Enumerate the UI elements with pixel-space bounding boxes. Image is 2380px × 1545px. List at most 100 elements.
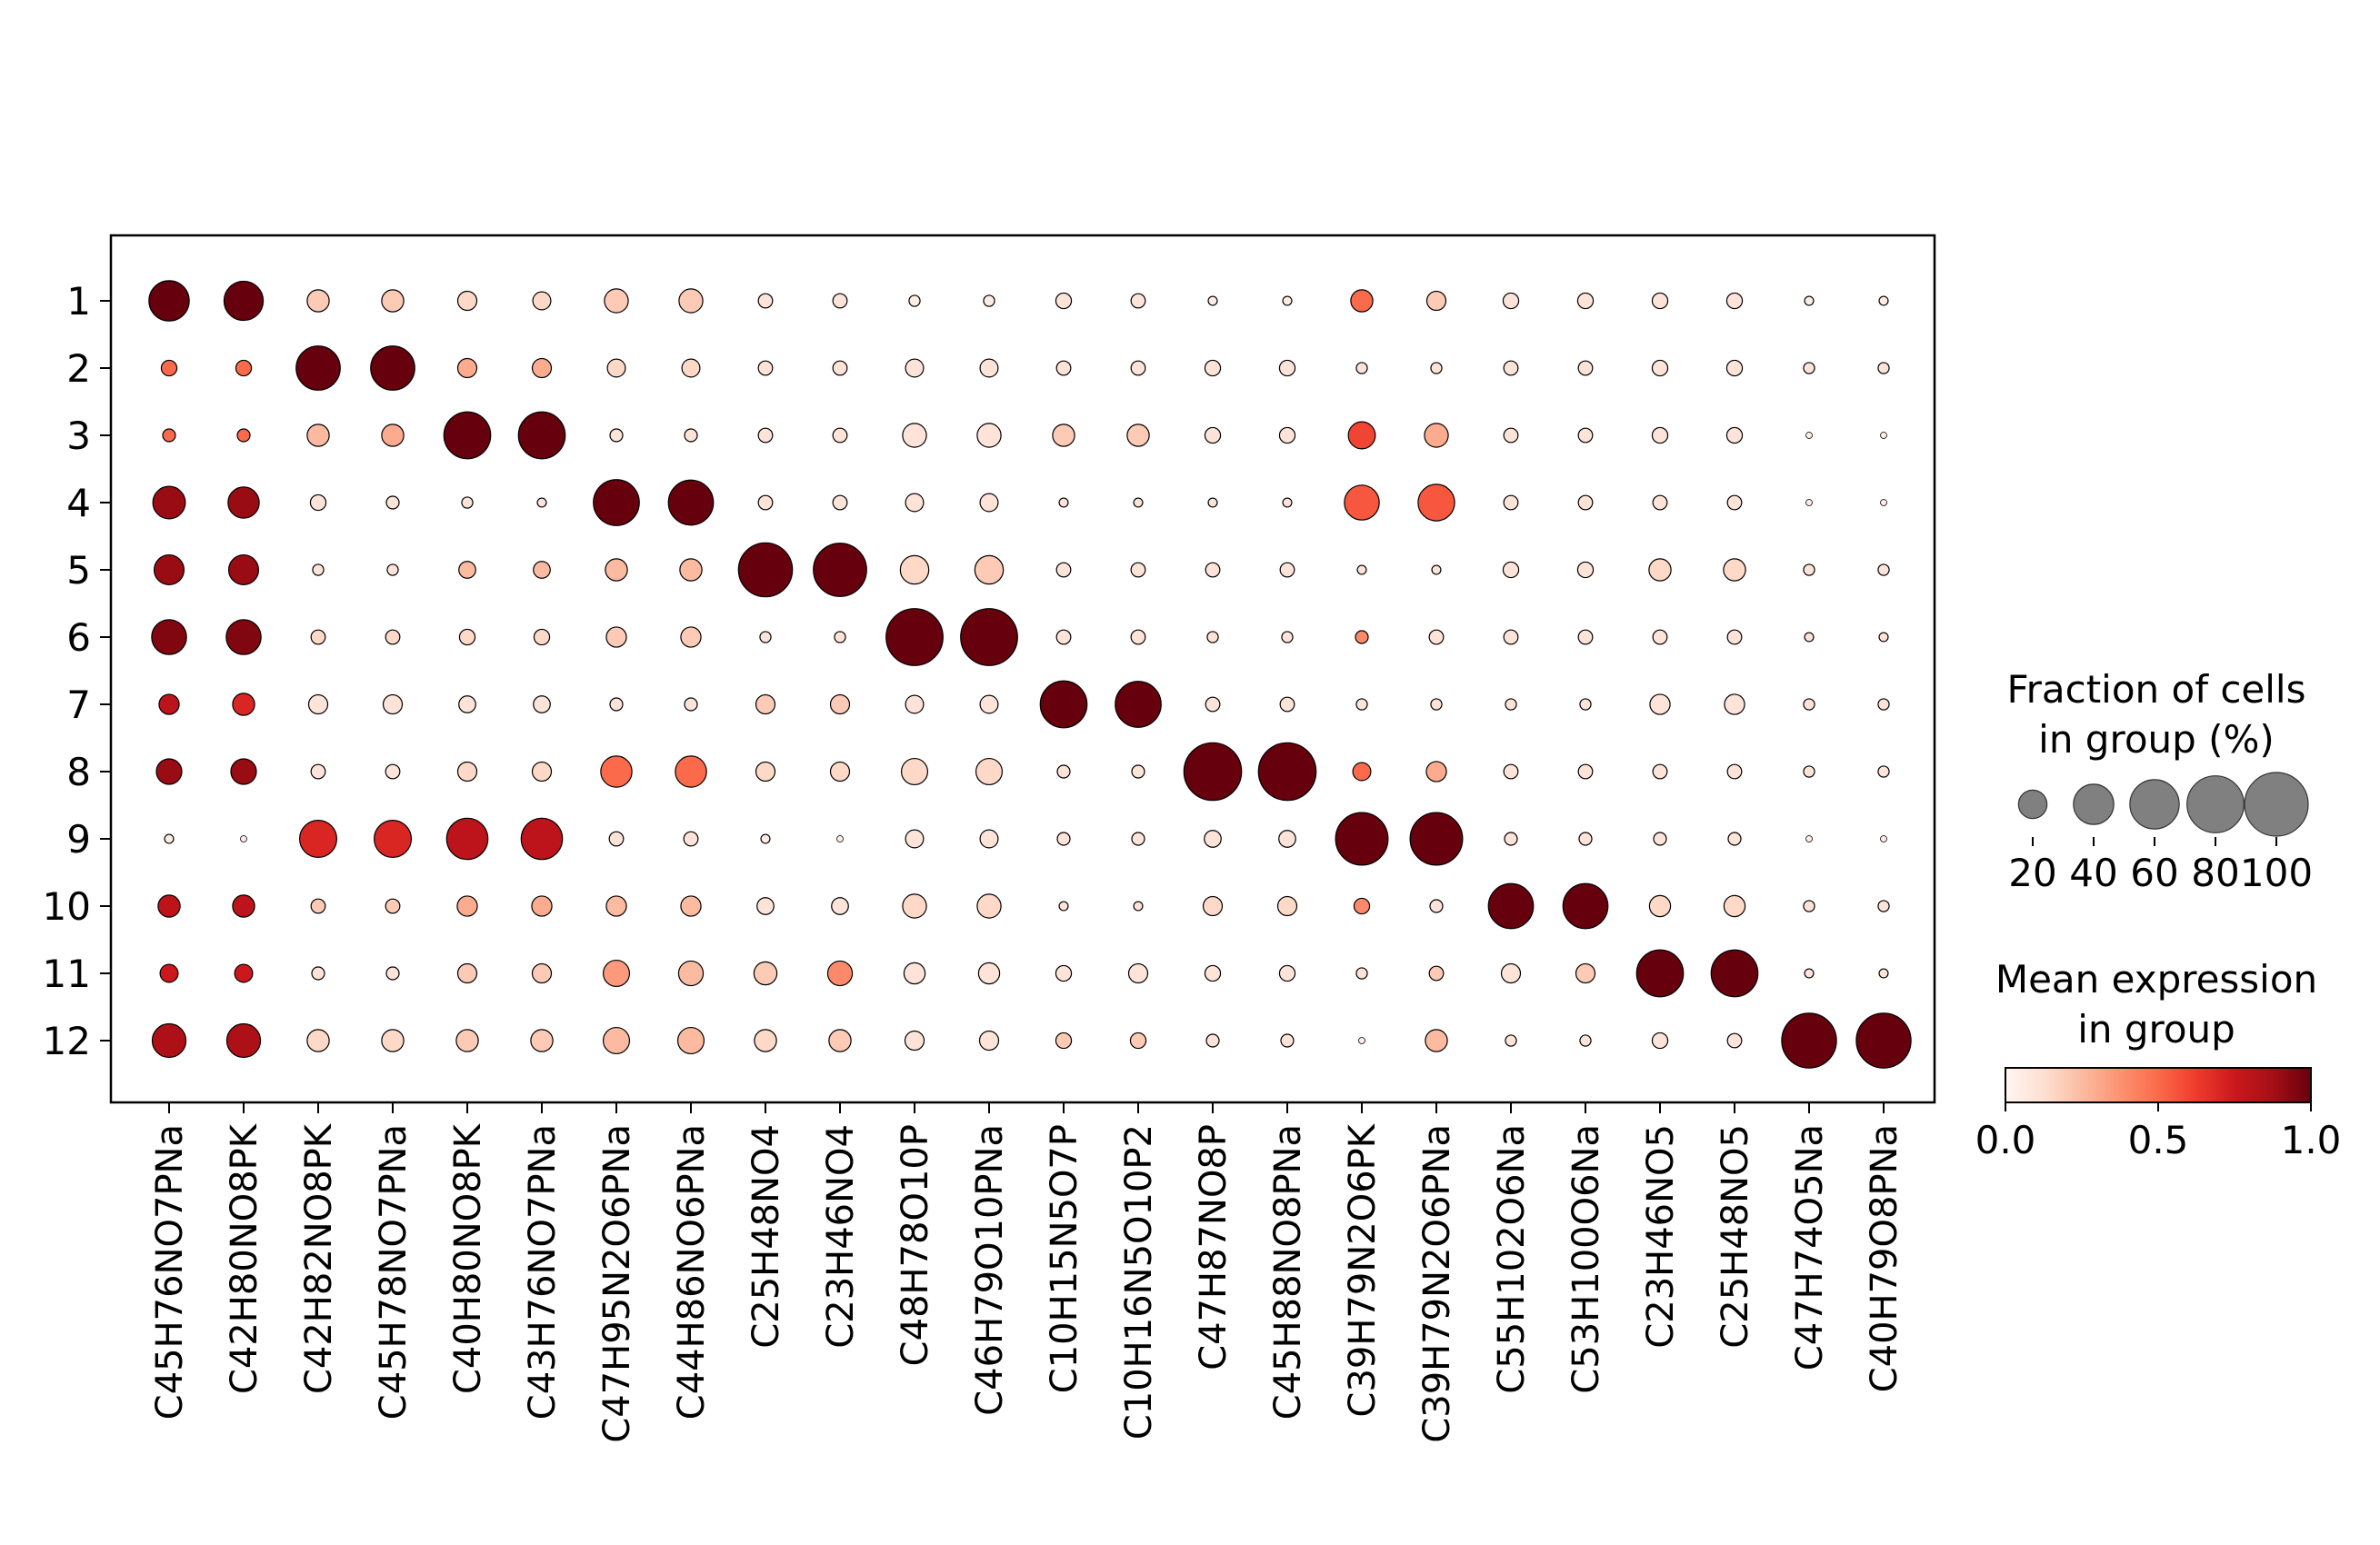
dot-group-6-C45H88NO8PNa — [1281, 631, 1294, 643]
dot-group-8-C39H79N2O6PNa — [1425, 761, 1447, 782]
dot-group-5-C45H88NO8PNa — [1279, 562, 1295, 578]
dot-group-1-C39H79N2O6PK — [1350, 289, 1374, 313]
dot-group-7-C39H79N2O6PK — [1355, 698, 1368, 711]
dot-group-7-C25H48NO4 — [755, 693, 776, 715]
x-tick-label-C46H79O10PNa: C46H79O10PNa — [969, 1124, 1011, 1416]
dot-group-1-C43H76NO7PNa — [532, 291, 552, 311]
x-tick-label-C10H16N5O10P2: C10H16N5O10P2 — [1118, 1124, 1160, 1440]
dot-group-6-C48H78O10P — [885, 608, 944, 666]
dot-group-7-C45H78NO7PNa — [382, 693, 404, 715]
dot-group-12-C47H87NO8P — [1205, 1033, 1220, 1048]
x-tick-label-C25H48NO5: C25H48NO5 — [1715, 1124, 1756, 1349]
dot-group-7-C40H79O8PNa — [1877, 698, 1890, 711]
dot-group-10-C43H76NO7PNa — [531, 895, 553, 917]
dot-group-8-C46H79O10PNa — [975, 757, 1004, 786]
size-legend-dot-40 — [2073, 783, 2115, 825]
dot-group-5-C45H78NO7PNa — [386, 563, 399, 576]
dot-group-5-C47H95N2O6PNa — [605, 558, 628, 582]
dot-group-1-C48H78O10P — [908, 294, 921, 307]
dot-group-8-C25H48NO4 — [755, 761, 776, 782]
dot-group-3-C43H76NO7PNa — [517, 411, 566, 460]
dot-group-3-C47H87NO8P — [1204, 426, 1222, 444]
dot-group-5-C42H82NO8PK — [312, 563, 325, 576]
dot-group-2-C39H79N2O6PNa — [1430, 362, 1443, 374]
dot-group-4-C45H88NO8PNa — [1282, 497, 1293, 508]
dot-group-12-C42H80NO8PK — [225, 1022, 262, 1059]
dot-group-1-C42H82NO8PK — [306, 289, 330, 313]
size-legend-label-40: 40 — [2069, 851, 2117, 895]
x-tick-label-C47H95N2O6PNa: C47H95N2O6PNa — [596, 1124, 638, 1443]
dot-group-9-C45H78NO7PNa — [373, 819, 413, 859]
x-tick-label-C39H79N2O6PK: C39H79N2O6PK — [1342, 1122, 1384, 1417]
dot-group-4-C53H100O6Na — [1577, 494, 1594, 511]
dot-group-5-C44H86NO6PNa — [679, 558, 703, 582]
dot-group-6-C47H74O5Na — [1804, 632, 1815, 643]
dot-group-6-C45H78NO7PNa — [385, 629, 401, 645]
dot-group-5-C53H100O6Na — [1576, 561, 1595, 579]
dot-group-6-C40H80NO8PK — [458, 628, 476, 646]
x-tick-label-C40H79O8PNa: C40H79O8PNa — [1864, 1124, 1905, 1392]
dot-group-2-C47H87NO8P — [1204, 359, 1222, 377]
dot-group-1-C10H15N5O7P — [1055, 292, 1073, 310]
dot-group-12-C47H95N2O6PNa — [602, 1026, 631, 1055]
dot-group-2-C46H79O10PNa — [979, 358, 999, 378]
dot-group-1-C47H74O5Na — [1804, 295, 1815, 306]
dot-group-2-C10H16N5O10P2 — [1130, 360, 1146, 376]
y-tick-label-8: 8 — [66, 750, 91, 794]
dot-group-11-C25H48NO5 — [1710, 949, 1759, 998]
dot-group-9-C45H88NO8PNa — [1278, 830, 1296, 848]
dot-group-1-C53H100O6Na — [1576, 292, 1595, 310]
x-tick-label-C25H48NO4: C25H48NO4 — [745, 1124, 787, 1349]
dot-group-2-C45H88NO8PNa — [1278, 359, 1296, 377]
dot-group-9-C44H86NO6PNa — [683, 831, 699, 847]
dot-group-12-C45H88NO8PNa — [1280, 1033, 1295, 1048]
dot-group-2-C55H102O6Na — [1503, 360, 1519, 376]
dot-group-9-C10H15N5O7P — [1056, 832, 1071, 846]
dot-group-5-C47H74O5Na — [1803, 563, 1815, 576]
dot-group-9-C53H100O6Na — [1578, 832, 1593, 846]
dot-group-8-C42H80NO8PK — [230, 758, 257, 785]
dot-group-11-C44H86NO6PNa — [677, 960, 705, 987]
dot-group-2-C45H78NO7PNa — [370, 345, 415, 391]
dot-group-6-C10H15N5O7P — [1055, 629, 1072, 645]
dot-group-4-C46H79O10PNa — [979, 493, 999, 513]
dot-group-3-C39H79N2O6PK — [1347, 421, 1376, 450]
dot-group-11-C47H95N2O6PNa — [602, 959, 631, 988]
size-legend-dot-60 — [2129, 779, 2180, 830]
dot-group-7-C47H74O5Na — [1803, 698, 1815, 711]
plot-frame — [109, 234, 1936, 1104]
dot-group-2-C25H48NO4 — [757, 360, 774, 376]
dot-group-10-C39H79N2O6PK — [1353, 897, 1371, 915]
x-tick-label-C48H78O10P: C48H78O10P — [895, 1124, 936, 1366]
x-tick-label-C39H79N2O6PNa: C39H79N2O6PNa — [1416, 1124, 1458, 1443]
dot-group-4-C25H48NO5 — [1726, 494, 1743, 511]
dot-group-4-C43H76NO7PNa — [536, 497, 547, 508]
dot-group-2-C53H100O6Na — [1577, 360, 1594, 376]
dot-group-5-C42H80NO8PK — [227, 553, 260, 586]
dot-group-3-C25H48NO5 — [1725, 426, 1744, 444]
dot-group-9-C10H16N5O10P2 — [1131, 832, 1145, 846]
dot-group-3-C45H78NO7PNa — [381, 424, 405, 447]
dot-group-11-C55H102O6Na — [1500, 962, 1522, 984]
x-tick-label-C45H88NO8PNa: C45H88NO8PNa — [1267, 1124, 1309, 1420]
x-tick-label-C53H100O6Na: C53H100O6Na — [1565, 1124, 1607, 1394]
dot-group-8-C42H82NO8PK — [310, 763, 326, 780]
dot-group-8-C45H76NO7PNa — [155, 758, 183, 785]
dot-group-1-C45H76NO7PNa — [148, 280, 190, 322]
dot-group-10-C10H15N5O7P — [1058, 901, 1069, 912]
size-legend-dot-100 — [2244, 772, 2309, 837]
dot-group-11-C39H79N2O6PNa — [1428, 965, 1445, 982]
dot-group-7-C48H78O10P — [905, 694, 925, 714]
dot-group-3-C44H86NO6PNa — [684, 428, 698, 443]
dot-group-11-C45H76NO7PNa — [159, 963, 179, 983]
dot-group-1-C25H48NO5 — [1725, 292, 1744, 310]
dot-group-12-C40H80NO8PK — [455, 1029, 479, 1052]
dot-group-11-C45H88NO8PNa — [1278, 964, 1296, 982]
dot-group-12-C23H46NO4 — [828, 1029, 852, 1052]
dot-group-7-C47H95N2O6PNa — [609, 697, 624, 712]
dot-group-12-C55H102O6Na — [1505, 1034, 1517, 1047]
dot-group-7-C43H76NO7PNa — [533, 695, 551, 713]
y-tick-label-5: 5 — [66, 548, 91, 593]
dot-group-9-C40H80NO8PK — [445, 817, 489, 861]
colorbar-ticks: 0.0 0.5 1.0 — [1975, 1102, 2341, 1162]
